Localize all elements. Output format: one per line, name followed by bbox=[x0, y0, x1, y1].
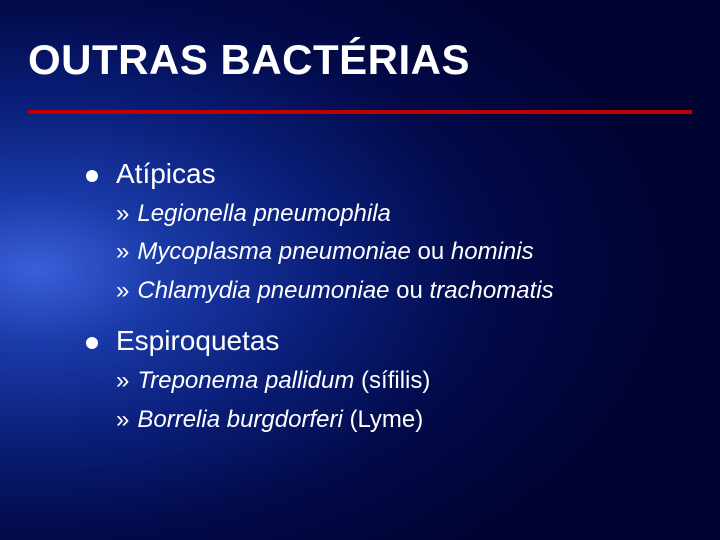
sub-text: Borrelia burgdorferi (Lyme) bbox=[137, 404, 423, 436]
list-item: Atípicas bbox=[86, 158, 680, 190]
raquo-icon: » bbox=[116, 238, 129, 266]
species-name: Legionella pneumophila bbox=[137, 200, 391, 227]
sub-text: Treponema pallidum (sífilis) bbox=[137, 365, 430, 397]
slide-title: OUTRAS BACTÉRIAS bbox=[28, 36, 470, 84]
bullet-icon bbox=[86, 337, 98, 349]
annotation: (sífilis) bbox=[354, 367, 430, 394]
connector: ou bbox=[411, 238, 451, 265]
list-item: » Borrelia burgdorferi (Lyme) bbox=[116, 404, 680, 436]
species-name: hominis bbox=[451, 238, 534, 265]
sub-list: » Legionella pneumophila » Mycoplasma pn… bbox=[116, 198, 680, 307]
annotation: (Lyme) bbox=[343, 406, 423, 433]
section-heading: Espiroquetas bbox=[116, 325, 279, 357]
list-item: Espiroquetas bbox=[86, 325, 680, 357]
bullet-icon bbox=[86, 170, 98, 182]
section-heading: Atípicas bbox=[116, 158, 216, 190]
species-name: Chlamydia pneumoniae bbox=[137, 277, 389, 304]
raquo-icon: » bbox=[116, 367, 129, 395]
list-item: » Mycoplasma pneumoniae ou hominis bbox=[116, 236, 680, 268]
species-name: Mycoplasma pneumoniae bbox=[137, 238, 410, 265]
raquo-icon: » bbox=[116, 200, 129, 228]
list-item: » Chlamydia pneumoniae ou trachomatis bbox=[116, 275, 680, 307]
list-item: » Treponema pallidum (sífilis) bbox=[116, 365, 680, 397]
species-name: Treponema pallidum bbox=[137, 367, 354, 394]
sub-text: Legionella pneumophila bbox=[137, 198, 391, 230]
sub-list: » Treponema pallidum (sífilis) » Borreli… bbox=[116, 365, 680, 436]
species-name: trachomatis bbox=[430, 277, 554, 304]
raquo-icon: » bbox=[116, 406, 129, 434]
slide: OUTRAS BACTÉRIAS Atípicas » Legionella p… bbox=[0, 0, 720, 540]
title-divider bbox=[28, 110, 692, 114]
raquo-icon: » bbox=[116, 277, 129, 305]
connector: ou bbox=[390, 277, 430, 304]
slide-content: Atípicas » Legionella pneumophila » Myco… bbox=[86, 158, 680, 454]
species-name: Borrelia burgdorferi bbox=[137, 406, 342, 433]
sub-text: Chlamydia pneumoniae ou trachomatis bbox=[137, 275, 553, 307]
list-item: » Legionella pneumophila bbox=[116, 198, 680, 230]
sub-text: Mycoplasma pneumoniae ou hominis bbox=[137, 236, 533, 268]
